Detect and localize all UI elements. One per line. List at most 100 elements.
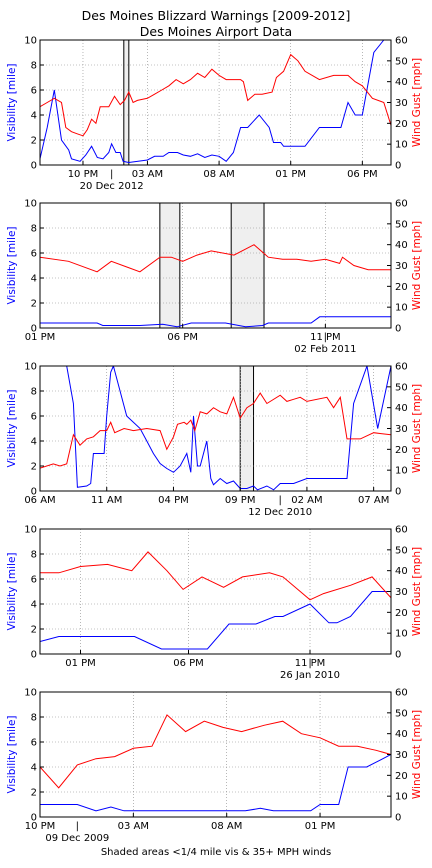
y2-tick-label: 0	[395, 161, 401, 172]
wind-gust-line	[40, 53, 391, 137]
y2-tick-label: 20	[395, 771, 408, 782]
date-label: 20 Dec 2012	[80, 181, 144, 192]
y2-tick-label: 50	[395, 56, 408, 67]
date-label: 09 Dec 2009	[45, 833, 109, 844]
wind-gust-line	[40, 244, 391, 273]
date-label: 26 Jan 2010	[280, 670, 340, 681]
shaded-region	[159, 202, 181, 329]
plot-frame	[39, 39, 392, 166]
visibility-line	[40, 40, 391, 164]
y-tick-label: 10	[24, 36, 37, 47]
figure-title: Des Moines Blizzard Warnings [2009-2012]	[82, 8, 351, 23]
y2-tick-label: 20	[395, 445, 408, 456]
y-tick-label: 6	[31, 738, 37, 749]
y-tick-label: 6	[31, 249, 37, 260]
x-tick-label: 06 AM	[24, 495, 55, 506]
plot-frame	[39, 202, 392, 329]
x-tick-label: 03 AM	[132, 169, 163, 180]
x-tick-label: 10 PM	[68, 169, 99, 180]
y2-tick-label: 60	[395, 525, 408, 536]
y-tick-label: 4	[31, 763, 37, 774]
y-tick-label: 8	[31, 224, 37, 235]
y2-tick-label: 40	[395, 566, 408, 577]
date-label: 02 Feb 2011	[294, 344, 356, 355]
y2-axis-label: Wind Gust [mph]	[411, 221, 423, 310]
y-axis-label: Visibility [mile]	[6, 389, 18, 467]
figure-subtitle: Des Moines Airport Data	[140, 24, 292, 39]
y2-tick-label: 30	[395, 424, 408, 435]
date-divider-mark: |	[76, 821, 79, 832]
x-tick-label: 11 PM	[295, 658, 326, 669]
date-divider-mark: |	[308, 658, 311, 669]
y-tick-label: 8	[31, 61, 37, 72]
plot-frame	[39, 365, 392, 492]
visibility-line	[40, 316, 391, 328]
chart-panel-5: 0 2 4 6 8 10 0 10 20 30 40 50 60 10 PM 03 AM 08 AM 01 PM…	[6, 688, 423, 845]
y2-tick-label: 60	[395, 688, 408, 699]
y2-tick-label: 0	[395, 650, 401, 661]
x-tick-label: 10 PM	[25, 821, 56, 832]
x-tick-label: 08 AM	[211, 821, 242, 832]
shaded-region	[123, 39, 130, 166]
x-tick-label: 08 AM	[203, 169, 234, 180]
y2-tick-label: 50	[395, 708, 408, 719]
y-tick-label: 8	[31, 550, 37, 561]
visibility-line	[40, 754, 391, 812]
y-tick-label: 6	[31, 86, 37, 97]
date-divider-mark: |	[110, 169, 113, 180]
y2-tick-label: 30	[395, 750, 408, 761]
y2-tick-label: 30	[395, 587, 408, 598]
y-tick-label: 4	[31, 111, 37, 122]
y2-tick-label: 30	[395, 98, 408, 109]
y-tick-label: 4	[31, 437, 37, 448]
x-tick-label: 11 AM	[91, 495, 122, 506]
y2-tick-label: 20	[395, 282, 408, 293]
x-tick-label: 06 PM	[167, 332, 198, 343]
x-tick-label: 01 PM	[25, 332, 56, 343]
wind-gust-line	[40, 551, 391, 601]
y-tick-label: 2	[31, 462, 37, 473]
y2-tick-label: 0	[395, 487, 401, 498]
y-tick-label: 8	[31, 713, 37, 724]
chart-panel-1: 0 2 4 6 8 10 0 10 20 30 40 50 60 10 PM 03 AM 08 AM 01 PM…	[6, 36, 423, 193]
x-tick-label: 06 PM	[347, 169, 378, 180]
y-tick-label: 4	[31, 274, 37, 285]
chart-panel-4: 0 2 4 6 8 10 0 10 20 30 40 50 60 01 PM 06 PM 11 PM|26 J…	[6, 525, 423, 682]
wind-gust-line	[40, 714, 391, 789]
y2-tick-label: 30	[395, 261, 408, 272]
y2-tick-label: 20	[395, 608, 408, 619]
y-tick-label: 10	[24, 525, 37, 536]
y-tick-label: 2	[31, 625, 37, 636]
y2-axis-label: Wind Gust [mph]	[411, 384, 423, 473]
x-tick-label: 01 PM	[275, 169, 306, 180]
date-divider-mark: |	[279, 495, 282, 506]
y-tick-label: 2	[31, 299, 37, 310]
y2-tick-label: 50	[395, 382, 408, 393]
visibility-line	[40, 366, 391, 491]
y-tick-label: 6	[31, 412, 37, 423]
y-tick-label: 0	[31, 813, 37, 824]
y-tick-label: 10	[24, 688, 37, 699]
y-tick-label: 6	[31, 575, 37, 586]
shaded-region	[239, 365, 255, 492]
y-tick-label: 0	[31, 487, 37, 498]
y-axis-label: Visibility [mile]	[6, 552, 18, 630]
y2-tick-label: 0	[395, 324, 401, 335]
plot-frame	[39, 691, 392, 818]
x-tick-label: 01 PM	[65, 658, 96, 669]
y2-axis-label: Wind Gust [mph]	[411, 58, 423, 147]
y2-tick-label: 10	[395, 792, 408, 803]
y2-tick-label: 10	[395, 140, 408, 151]
y-tick-label: 10	[24, 362, 37, 373]
x-tick-label: 09 PM	[225, 495, 256, 506]
y-tick-label: 0	[31, 161, 37, 172]
y2-axis-label: Wind Gust [mph]	[411, 547, 423, 636]
x-tick-label: 11 PM	[310, 332, 341, 343]
y-tick-label: 2	[31, 788, 37, 799]
y2-tick-label: 60	[395, 199, 408, 210]
y2-tick-label: 40	[395, 403, 408, 414]
figure-footer: Shaded areas <1/4 mile vis & 35+ MPH win…	[101, 847, 331, 858]
y2-tick-label: 60	[395, 36, 408, 47]
